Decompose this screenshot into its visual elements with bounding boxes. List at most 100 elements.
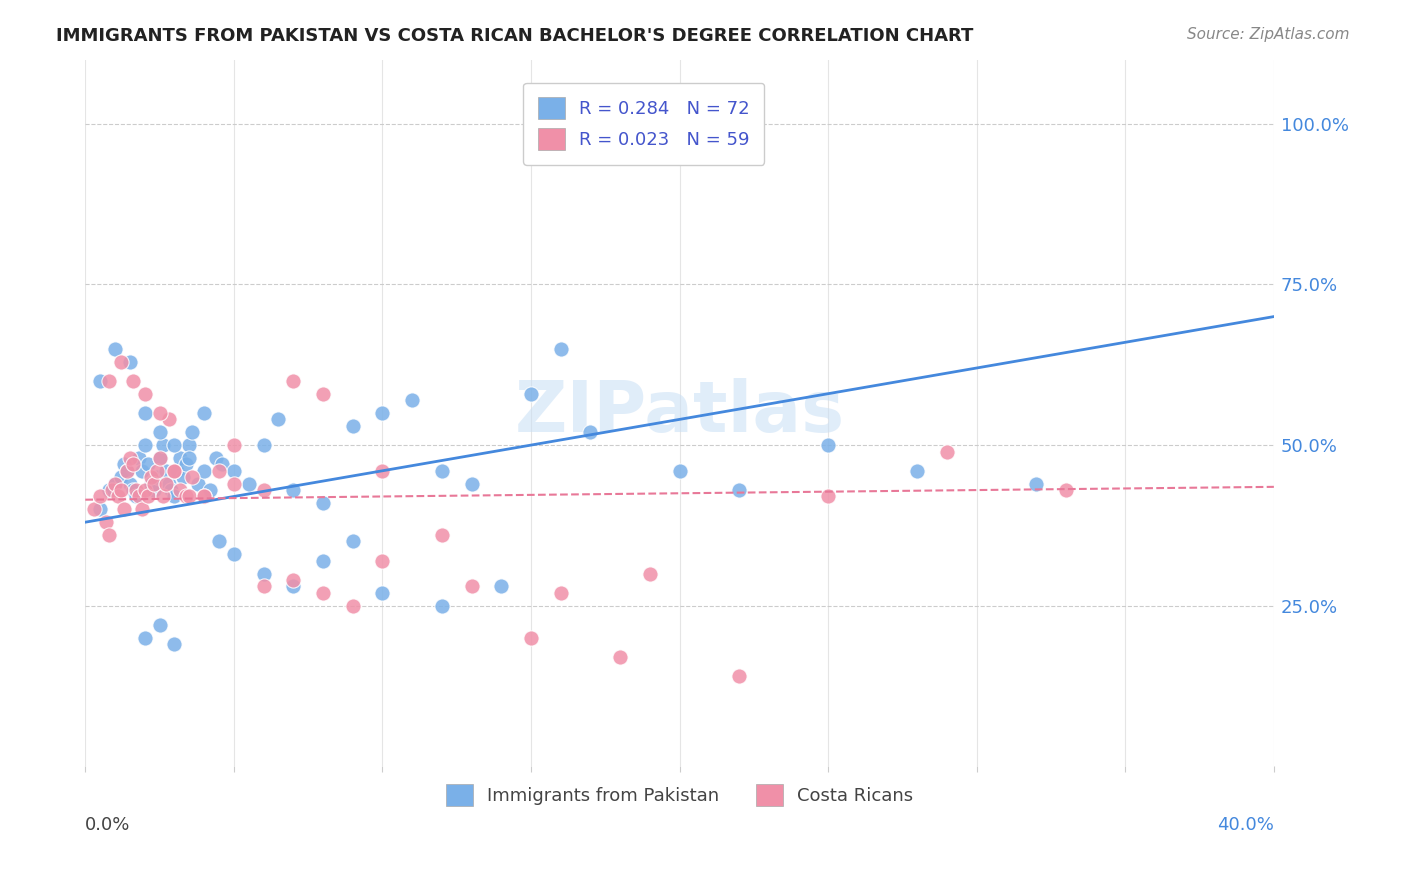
- Point: [193, 406, 215, 420]
- Point: [252, 483, 274, 497]
- Point: [134, 438, 156, 452]
- Point: [145, 464, 167, 478]
- Point: [112, 502, 135, 516]
- Point: [1054, 483, 1077, 497]
- Point: [169, 450, 191, 465]
- Point: [222, 464, 245, 478]
- Text: 0.0%: 0.0%: [86, 816, 131, 834]
- Point: [252, 438, 274, 452]
- Point: [430, 528, 453, 542]
- Point: [121, 374, 143, 388]
- Point: [128, 490, 150, 504]
- Legend: Immigrants from Pakistan, Costa Ricans: Immigrants from Pakistan, Costa Ricans: [432, 770, 928, 821]
- Point: [121, 483, 143, 497]
- Point: [125, 483, 148, 497]
- Point: [728, 669, 751, 683]
- Point: [520, 631, 543, 645]
- Point: [139, 476, 162, 491]
- Point: [205, 450, 228, 465]
- Point: [371, 586, 394, 600]
- Point: [163, 637, 186, 651]
- Point: [668, 464, 690, 478]
- Point: [342, 599, 364, 613]
- Point: [145, 470, 167, 484]
- Point: [134, 631, 156, 645]
- Point: [149, 425, 172, 440]
- Point: [104, 342, 127, 356]
- Point: [163, 438, 186, 452]
- Point: [169, 483, 191, 497]
- Point: [163, 464, 186, 478]
- Point: [371, 554, 394, 568]
- Point: [131, 502, 153, 516]
- Point: [222, 547, 245, 561]
- Point: [121, 458, 143, 472]
- Point: [401, 393, 423, 408]
- Point: [83, 502, 105, 516]
- Point: [155, 476, 177, 491]
- Point: [89, 502, 111, 516]
- Point: [179, 450, 201, 465]
- Point: [107, 490, 129, 504]
- Text: ZIPatlas: ZIPatlas: [515, 378, 845, 448]
- Point: [609, 650, 631, 665]
- Point: [550, 586, 572, 600]
- Point: [98, 483, 121, 497]
- Point: [208, 464, 231, 478]
- Point: [520, 386, 543, 401]
- Point: [139, 470, 162, 484]
- Point: [134, 483, 156, 497]
- Point: [312, 496, 335, 510]
- Point: [460, 579, 482, 593]
- Point: [118, 476, 141, 491]
- Point: [267, 412, 290, 426]
- Point: [152, 490, 174, 504]
- Point: [110, 470, 132, 484]
- Point: [211, 458, 233, 472]
- Point: [149, 618, 172, 632]
- Point: [142, 476, 165, 491]
- Text: Source: ZipAtlas.com: Source: ZipAtlas.com: [1187, 27, 1350, 42]
- Point: [136, 458, 159, 472]
- Point: [817, 438, 839, 452]
- Point: [118, 354, 141, 368]
- Point: [94, 515, 117, 529]
- Point: [110, 483, 132, 497]
- Point: [112, 458, 135, 472]
- Point: [638, 566, 661, 581]
- Point: [187, 476, 209, 491]
- Point: [166, 464, 188, 478]
- Point: [312, 554, 335, 568]
- Point: [136, 490, 159, 504]
- Point: [193, 490, 215, 504]
- Point: [550, 342, 572, 356]
- Point: [101, 483, 124, 497]
- Point: [157, 412, 180, 426]
- Point: [252, 579, 274, 593]
- Point: [460, 476, 482, 491]
- Point: [179, 438, 201, 452]
- Point: [149, 406, 172, 420]
- Point: [163, 464, 186, 478]
- Point: [118, 450, 141, 465]
- Point: [157, 476, 180, 491]
- Point: [128, 450, 150, 465]
- Point: [142, 483, 165, 497]
- Point: [181, 425, 204, 440]
- Point: [98, 528, 121, 542]
- Point: [371, 464, 394, 478]
- Point: [131, 464, 153, 478]
- Point: [342, 534, 364, 549]
- Point: [283, 573, 305, 587]
- Point: [430, 599, 453, 613]
- Point: [155, 464, 177, 478]
- Point: [104, 476, 127, 491]
- Point: [283, 374, 305, 388]
- Point: [491, 579, 513, 593]
- Point: [238, 476, 260, 491]
- Point: [208, 534, 231, 549]
- Point: [252, 566, 274, 581]
- Point: [160, 483, 183, 497]
- Point: [115, 464, 138, 478]
- Point: [176, 458, 198, 472]
